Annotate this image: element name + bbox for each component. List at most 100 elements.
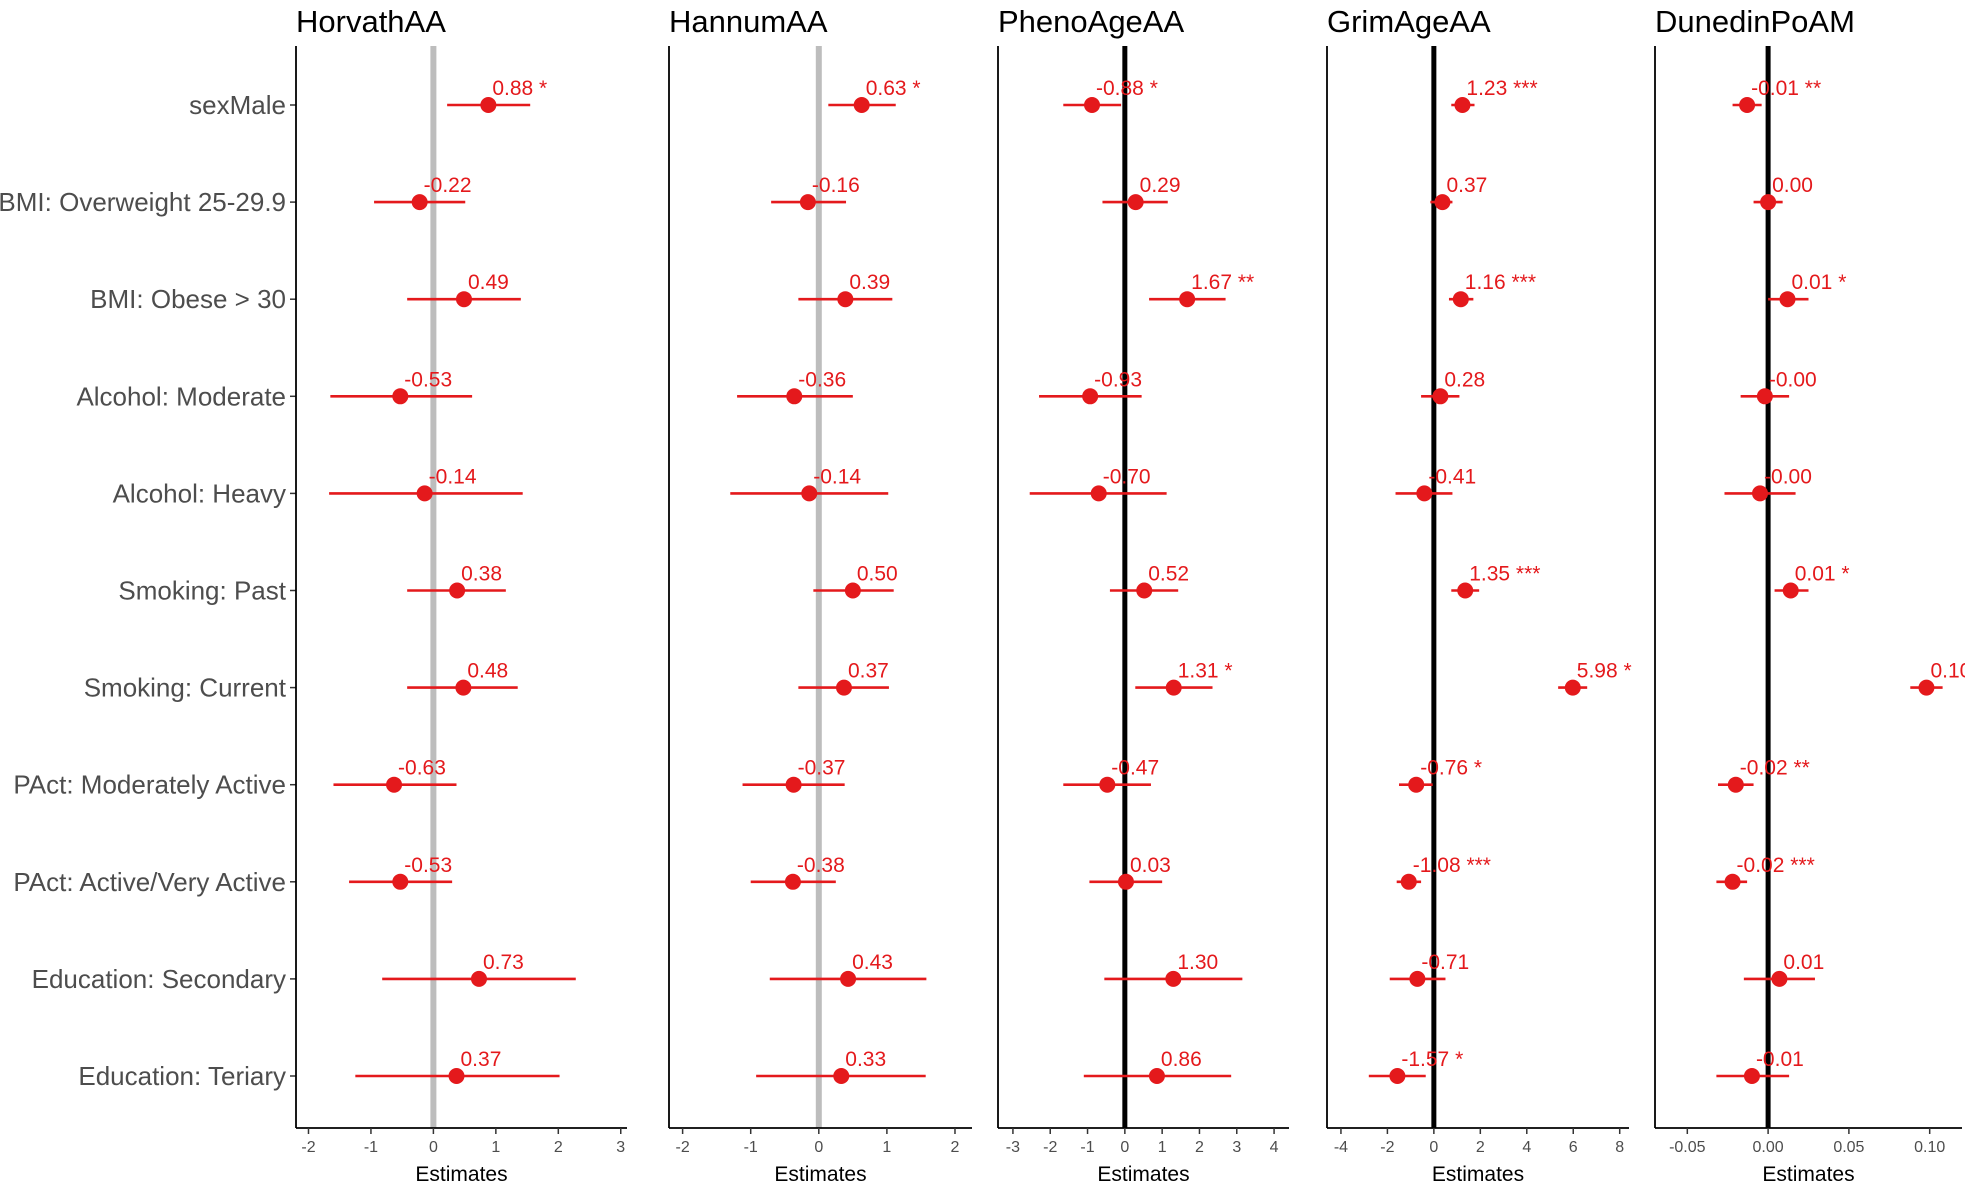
estimate-point — [1724, 873, 1741, 890]
x-tick-label: 1 — [1158, 1139, 1167, 1156]
estimate-label: -0.36 — [798, 368, 846, 391]
estimate-point — [470, 970, 487, 987]
estimate-point — [1084, 97, 1101, 113]
estimate-point — [1165, 679, 1182, 696]
estimate-label: 0.50 — [857, 563, 898, 586]
estimate-label: 1.23 *** — [1466, 77, 1537, 100]
estimate-label: -0.63 — [398, 757, 446, 780]
estimate-label: 0.28 — [1444, 368, 1485, 391]
estimate-point — [1416, 485, 1433, 502]
estimate-label: 0.00 — [1772, 174, 1813, 197]
estimate-point — [1771, 970, 1788, 987]
estimate-label: -0.14 — [813, 465, 861, 488]
estimate-point — [448, 1068, 465, 1084]
estimate-point — [1739, 97, 1756, 113]
panel-title: GrimAgeAA — [1327, 4, 1491, 39]
x-tick-label: -1 — [1080, 1139, 1094, 1156]
estimate-label: -0.38 — [797, 854, 845, 877]
x-tick-label: -4 — [1334, 1139, 1348, 1156]
estimate-point — [1117, 873, 1134, 890]
estimate-point — [853, 97, 870, 113]
estimate-point — [785, 776, 802, 793]
row-label: BMI: Obese > 30 — [90, 284, 286, 314]
estimate-label: -0.01 — [1756, 1048, 1804, 1071]
x-tick-label: 2 — [554, 1139, 563, 1156]
x-tick-label: -2 — [301, 1139, 315, 1156]
estimate-label: -0.88 * — [1096, 77, 1158, 100]
estimate-point — [1756, 388, 1773, 405]
estimate-label: -0.22 — [424, 174, 472, 197]
estimate-point — [1148, 1068, 1165, 1084]
row-label: PAct: Active/Very Active — [13, 867, 286, 897]
panel-title: HannumAA — [669, 4, 828, 39]
estimate-point — [480, 97, 497, 113]
estimate-label: -0.02 ** — [1740, 757, 1810, 780]
estimate-label: 0.49 — [468, 271, 509, 294]
x-tick-label: 1 — [491, 1139, 500, 1156]
estimate-label: 0.01 * — [1795, 563, 1850, 586]
estimate-point — [833, 1068, 850, 1084]
row-label: Education: Teriary — [78, 1061, 286, 1091]
x-tick-label: 8 — [1615, 1139, 1624, 1156]
estimate-label: -1.08 *** — [1413, 854, 1491, 877]
row-label: sexMale — [189, 90, 286, 120]
estimate-point — [455, 291, 472, 308]
estimate-label: 0.48 — [467, 660, 508, 683]
estimate-point — [1409, 970, 1426, 987]
estimate-label: 0.03 — [1130, 854, 1171, 877]
estimate-point — [1432, 388, 1449, 405]
estimate-point — [1090, 485, 1107, 502]
x-tick-label: 2 — [1476, 1139, 1485, 1156]
x-tick-label: -2 — [1043, 1139, 1057, 1156]
estimate-label: -0.00 — [1769, 368, 1817, 391]
estimate-label: 0.10 — [1930, 660, 1965, 683]
x-tick-label: -1 — [744, 1139, 758, 1156]
x-axis-label: Estimates — [774, 1163, 866, 1186]
x-tick-label: 2 — [951, 1139, 960, 1156]
estimate-label: 0.73 — [483, 951, 524, 974]
x-tick-label: 2 — [1195, 1139, 1204, 1156]
row-label: Alcohol: Heavy — [113, 478, 286, 508]
estimate-point — [449, 582, 466, 599]
panel-title: PhenoAgeAA — [998, 4, 1184, 39]
x-tick-label: 0 — [1120, 1139, 1129, 1156]
estimate-point — [1179, 291, 1196, 308]
estimate-point — [1727, 776, 1744, 793]
x-axis-label: Estimates — [1762, 1163, 1854, 1186]
estimate-label: 1.16 *** — [1465, 271, 1536, 294]
x-tick-label: -2 — [1380, 1139, 1394, 1156]
estimate-point — [1400, 873, 1417, 890]
estimate-label: 0.88 * — [492, 77, 547, 100]
estimate-point — [386, 776, 403, 793]
x-tick-label: 0 — [1429, 1139, 1438, 1156]
estimate-point — [1743, 1068, 1760, 1084]
estimate-point — [1082, 388, 1099, 405]
x-tick-label: 0 — [814, 1139, 823, 1156]
x-axis-label: Estimates — [1432, 1163, 1524, 1186]
estimate-label: -0.71 — [1421, 951, 1469, 974]
x-tick-label: 1 — [882, 1139, 891, 1156]
estimate-point — [1918, 679, 1935, 696]
estimate-point — [1434, 194, 1451, 211]
estimate-point — [411, 194, 428, 211]
estimate-point — [1452, 291, 1469, 308]
estimate-label: -0.53 — [404, 368, 452, 391]
estimate-point — [1752, 485, 1769, 502]
estimate-label: -0.14 — [429, 465, 477, 488]
estimate-label: 0.63 * — [866, 77, 921, 100]
estimate-point — [1099, 776, 1116, 793]
estimate-point — [1389, 1068, 1406, 1084]
x-tick-label: 6 — [1569, 1139, 1578, 1156]
x-tick-label: 0.05 — [1833, 1139, 1864, 1156]
estimate-label: 5.98 * — [1577, 660, 1632, 683]
estimate-point — [455, 679, 472, 696]
estimate-point — [1564, 679, 1581, 696]
x-tick-label: 4 — [1270, 1139, 1279, 1156]
x-axis-label: Estimates — [415, 1163, 507, 1186]
estimate-point — [1136, 582, 1153, 599]
row-label: Smoking: Current — [84, 673, 287, 703]
x-axis-label: Estimates — [1097, 1163, 1189, 1186]
estimate-label: -0.93 — [1094, 368, 1142, 391]
estimate-point — [840, 970, 857, 987]
